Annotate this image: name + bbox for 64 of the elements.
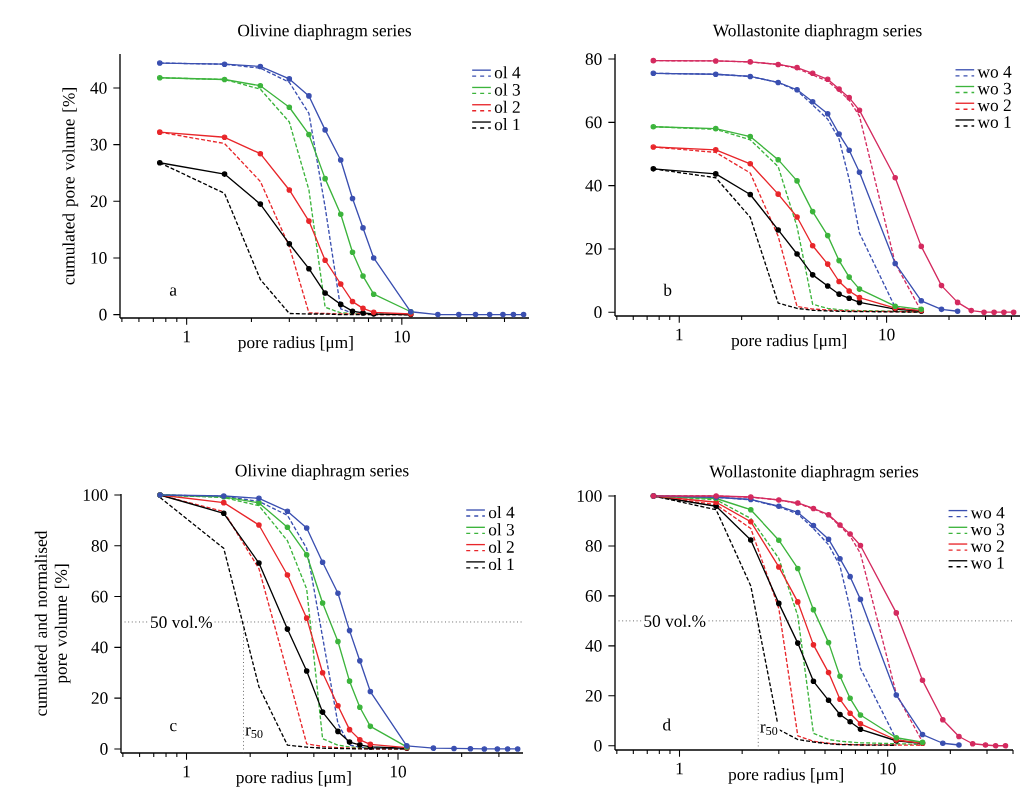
- x-axis-title: pore radius [μm]: [731, 334, 846, 350]
- ref-line-label: 50 vol.%: [644, 614, 706, 628]
- x-tick-label: 10: [880, 762, 896, 775]
- annotation: d: [663, 718, 671, 731]
- y-tick-label: 20: [90, 195, 107, 208]
- legend-label: wo 2: [970, 540, 1004, 552]
- y-tick-label: 20: [91, 692, 108, 704]
- x-tick-label: 1: [183, 765, 190, 778]
- annotation: a: [169, 287, 177, 296]
- legend-label: wo 1: [977, 116, 1011, 128]
- y-tick-label: 10: [91, 252, 107, 264]
- legend-label: ol 3: [494, 83, 520, 96]
- chart-title: Wollastonite diaphragm series: [712, 24, 922, 40]
- legend-label: ol 1: [494, 118, 520, 131]
- ref-line-label: r$_{50}$: [245, 727, 263, 739]
- ref-line-label: 50 vol.%: [151, 615, 212, 629]
- y-tick-label: 60: [585, 590, 602, 602]
- legend-label: ol 4: [488, 506, 515, 519]
- y-tick-label: 60: [91, 590, 108, 603]
- y-tick-label: 0: [100, 743, 108, 755]
- legend-label: ol 2: [488, 540, 514, 553]
- annotation: c: [170, 722, 177, 732]
- y-tick-label: 20: [585, 243, 602, 255]
- y-tick-label: 80: [91, 539, 108, 552]
- x-tick-label: 1: [676, 328, 683, 341]
- legend-label: ol 2: [494, 100, 520, 113]
- y-tick-label: 0: [594, 306, 602, 319]
- y-tick-label: 40: [90, 82, 107, 94]
- y-axis-title: cumulated and normalised pore volume [%]: [34, 530, 71, 716]
- x-tick-label: 10: [394, 330, 410, 343]
- y-tick-label: 40: [91, 641, 108, 654]
- x-axis-title: pore radius [μm]: [728, 768, 843, 784]
- y-tick-label: 80: [585, 53, 602, 65]
- y-tick-label: 100: [83, 489, 108, 501]
- y-tick-label: 30: [90, 138, 107, 151]
- chart-title: Olivine diaphragm series: [235, 464, 409, 480]
- y-tick-label: 60: [585, 116, 602, 129]
- legend-label: ol 4: [494, 66, 521, 79]
- chart-title: Olivine diaphragm series: [238, 24, 412, 40]
- legend-label: wo 3: [977, 82, 1012, 95]
- y-axis-title: cumulated pore volume [%]: [62, 88, 79, 285]
- y-tick-label: 40: [585, 640, 602, 652]
- legend-label: ol 3: [488, 523, 515, 536]
- legend-label: wo 3: [970, 523, 1005, 536]
- legend-label: wo 4: [977, 66, 1012, 78]
- y-tick-label: 0: [594, 739, 602, 752]
- legend-label: ol 1: [488, 557, 514, 571]
- x-tick-label: 1: [676, 762, 683, 775]
- legend-label: wo 4: [970, 506, 1005, 519]
- annotation: b: [663, 283, 672, 296]
- x-tick-label: 1: [183, 330, 190, 343]
- ref-line-label: r$_{50}$: [760, 724, 778, 736]
- y-tick-label: 20: [585, 689, 602, 702]
- legend-label: wo 1: [970, 557, 1004, 569]
- y-tick-label: 100: [577, 490, 602, 502]
- x-tick-label: 10: [879, 328, 895, 341]
- legend-label: wo 2: [977, 99, 1011, 112]
- x-axis-title: pore radius [μm]: [236, 771, 351, 787]
- x-tick-label: 10: [390, 765, 407, 778]
- y-tick-label: 0: [99, 308, 107, 321]
- y-tick-label: 80: [585, 540, 602, 552]
- chart-title: Wollastonite diaphragm series: [709, 465, 919, 481]
- x-axis-title: pore radius [μm]: [238, 336, 353, 352]
- y-tick-label: 40: [585, 179, 602, 192]
